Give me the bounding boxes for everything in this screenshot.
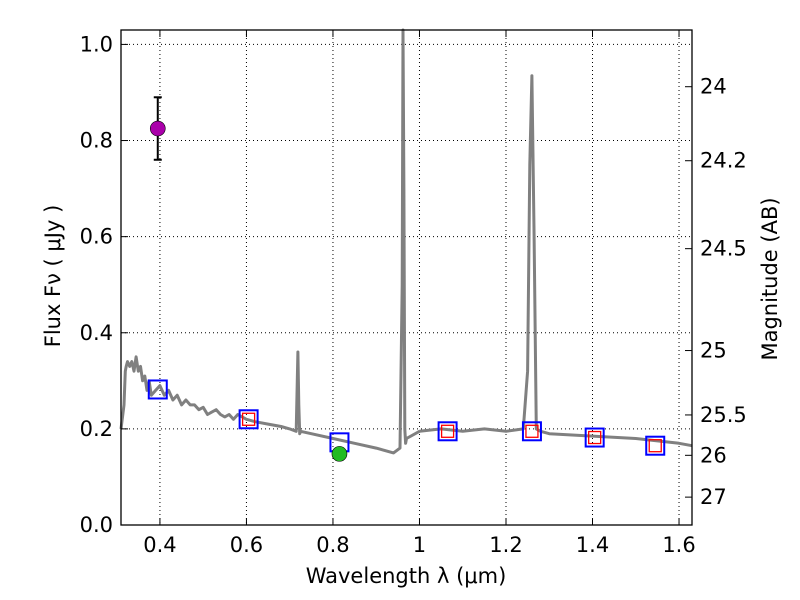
observed-photometry-square	[648, 439, 662, 453]
data-point	[331, 446, 348, 462]
y-tick-label: 0.6	[80, 225, 113, 249]
y-tick-label: 0.8	[80, 129, 113, 153]
right-tick-label: 26	[700, 443, 727, 467]
right-tick-label: 24.5	[700, 237, 747, 261]
x-axis-label: Wavelength λ (μm)	[306, 564, 507, 588]
x-tick-label: 1.2	[489, 533, 522, 557]
x-tick-label: 1.4	[576, 533, 609, 557]
observed-photometry-square	[241, 412, 256, 426]
x-tick-label: 1	[413, 533, 426, 557]
y-tick-label: 0.2	[80, 417, 113, 441]
x-tick-label: 0.4	[143, 533, 176, 557]
axes-frame	[120, 29, 693, 526]
tick-layer: 0.4 0.6 0.8 1 1.2 1.4 1.6 0.0 0.2 0.4 0.6 0.8 1.0 24 2…	[80, 30, 747, 557]
right-axis-label: Magnitude (AB)	[758, 197, 782, 360]
plot-frame	[120, 29, 693, 526]
observed-photometry-square	[588, 430, 602, 445]
model-photometry-square	[147, 379, 168, 400]
model-photometry-square	[238, 409, 259, 430]
y-tick-label: 0.0	[80, 513, 113, 537]
right-tick-label: 25.5	[700, 403, 747, 427]
x-tick-label: 0.8	[316, 533, 349, 557]
right-tick-label: 24	[700, 75, 727, 99]
model-photometry-square	[437, 421, 458, 442]
observed-photometry-square	[440, 424, 455, 438]
y-tick-label: 0.4	[80, 321, 113, 345]
observed-photometry-square	[525, 424, 539, 438]
data-point	[149, 120, 166, 137]
right-tick-label: 27	[700, 485, 727, 509]
x-tick-label: 1.6	[662, 533, 695, 557]
marker-layer	[147, 96, 666, 462]
right-tick-label: 24.2	[700, 149, 747, 173]
right-tick-label: 25	[700, 339, 727, 363]
model-photometry-square	[584, 427, 605, 448]
y-tick-label: 1.0	[80, 32, 113, 56]
spectrum-layer	[119, 28, 693, 455]
grid	[121, 30, 692, 526]
model-photometry-square	[645, 435, 666, 456]
model-photometry-square	[521, 421, 542, 442]
x-tick-label: 0.6	[230, 533, 263, 557]
y-axis-label: Flux Fν ( μJy )	[41, 205, 65, 348]
spectrum-line	[119, 28, 693, 455]
